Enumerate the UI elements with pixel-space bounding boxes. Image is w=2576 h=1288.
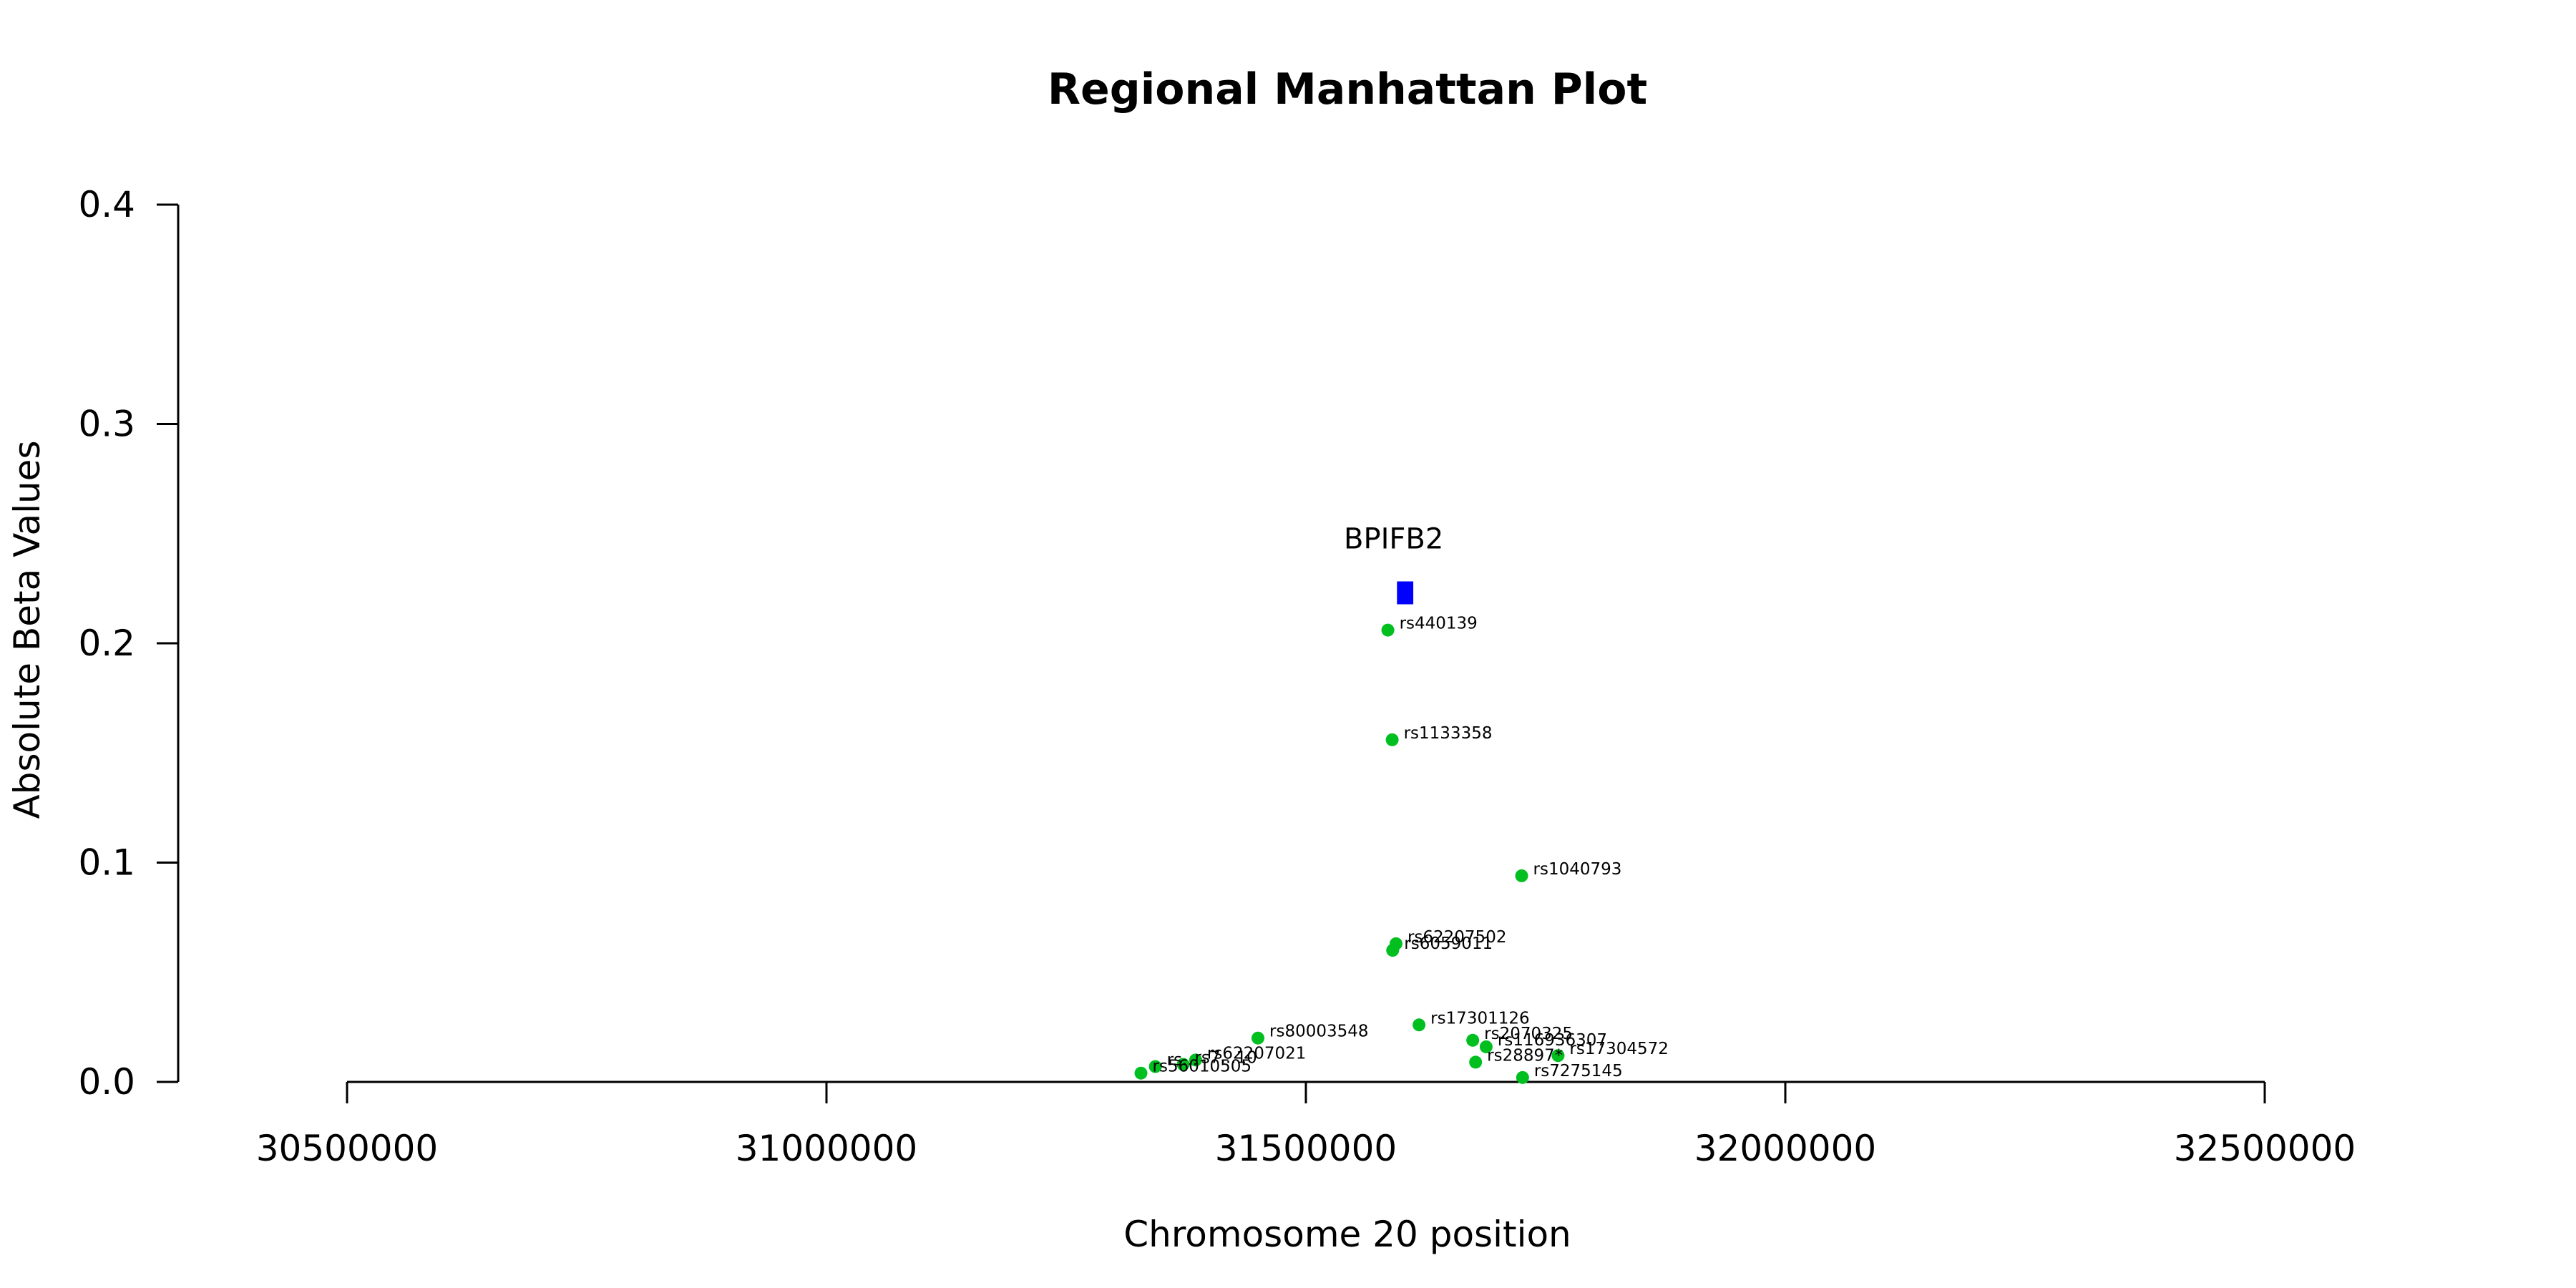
y-tick-label: 0.2 [78, 623, 135, 664]
snp-point [1479, 1040, 1493, 1053]
snp-label: rs1133358 [1404, 724, 1493, 743]
snp-label: rs1040793 [1533, 860, 1622, 879]
gene-label: BPIFB2 [1344, 523, 1443, 556]
y-tick-label: 0.3 [78, 404, 135, 445]
snp-label: rs440139 [1400, 615, 1478, 633]
x-tick-label: 31500000 [1215, 1128, 1397, 1169]
snp-point [1381, 623, 1395, 637]
chart-title: Regional Manhattan Plot [1048, 64, 1647, 114]
y-axis: 0.0 0.1 0.2 0.3 0.4 [78, 184, 180, 1103]
snp-label: rs56010505 [1153, 1058, 1252, 1076]
gene-layer: BPIFB2 [1344, 523, 1443, 605]
gene-marker [1397, 581, 1414, 605]
snp-point [1515, 869, 1528, 882]
snp-point [1148, 1060, 1162, 1073]
snp-label: rs17304572 [1569, 1040, 1669, 1058]
y-tick-label: 0.4 [78, 184, 135, 225]
snp-point [1413, 1018, 1426, 1032]
y-tick-label: 0.0 [78, 1061, 135, 1103]
snp-label: rs80003548 [1269, 1023, 1369, 1041]
snp-points: rs440139 rs1133358 rs1040793 rs62207502rs60… [1134, 615, 1669, 1084]
snp-point [1134, 1066, 1148, 1080]
snp-label: rs2070325 [1484, 1025, 1573, 1043]
snp-point [1385, 733, 1399, 746]
snp-label: rs116936307 [1498, 1031, 1607, 1050]
snp-point [1189, 1053, 1202, 1067]
x-tick-label: 30500000 [256, 1128, 439, 1169]
y-axis-label: Absolute Beta Values [6, 441, 48, 819]
snp-point [1469, 1055, 1483, 1069]
snp-label: rs... [1167, 1051, 1198, 1070]
snp-point [1466, 1033, 1480, 1047]
x-tick-label: 31000000 [736, 1128, 918, 1169]
y-tick-label: 0.1 [78, 842, 135, 884]
x-axis-label: Chromosome 20 position [1123, 1214, 1571, 1255]
x-tick-label: 32000000 [1694, 1128, 1877, 1169]
snp-label: rs6059011 [1404, 935, 1493, 953]
snp-label: rs62207021 [1207, 1044, 1307, 1063]
snp-point [1252, 1031, 1264, 1045]
snp-point [1516, 1070, 1529, 1084]
snp-label: rs17301126 [1430, 1009, 1530, 1028]
x-axis: 30500000 31000000 31500000 32000000 32500000 [256, 1080, 2356, 1169]
snp-label: rs62207502 [1407, 928, 1507, 947]
snp-label: rs7275145 [1534, 1062, 1623, 1080]
snp-point [1551, 1049, 1565, 1063]
snp-point [1386, 944, 1400, 957]
snp-label: rs28897* [1487, 1046, 1563, 1065]
snp-label: rs7...10 [1194, 1048, 1257, 1067]
snp-point [1176, 1058, 1190, 1071]
x-tick-label: 32500000 [2174, 1128, 2356, 1169]
